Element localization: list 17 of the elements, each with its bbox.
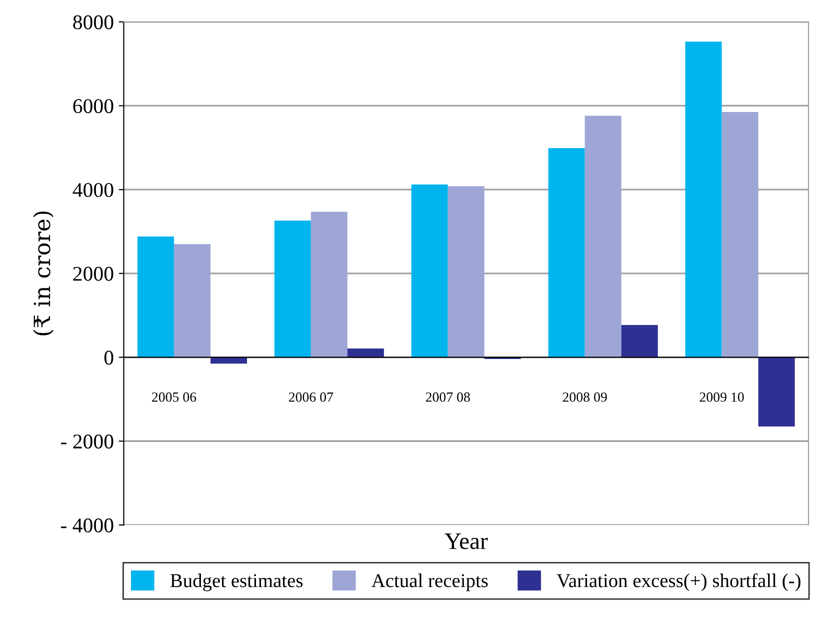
x-tick-label: 2007 08 [426,392,470,402]
legend-label: Budget estimates [170,574,303,592]
y-tick-label: 8000 [73,15,114,30]
y-tick-label: 0 [104,350,114,365]
x-tick-label: 2005 06 [152,392,196,402]
x-tick-label: 2009 10 [700,392,744,402]
x-tick-label: 2008 09 [562,392,607,402]
legend-label: Variation excess(+) shortfall (-) [556,573,800,592]
y-tick-label: - 2000 [60,434,114,449]
y-axis-title: (₹ in crore) [33,212,54,336]
legend-label: Actual receipts [372,574,488,592]
y-tick-label: 2000 [73,266,114,281]
x-axis-title: Year [444,533,488,550]
y-tick-label: - 4000 [60,518,114,532]
y-tick-label: 4000 [72,182,114,198]
y-tick-label: 6000 [73,99,114,114]
x-tick-label: 2006 07 [288,392,334,402]
